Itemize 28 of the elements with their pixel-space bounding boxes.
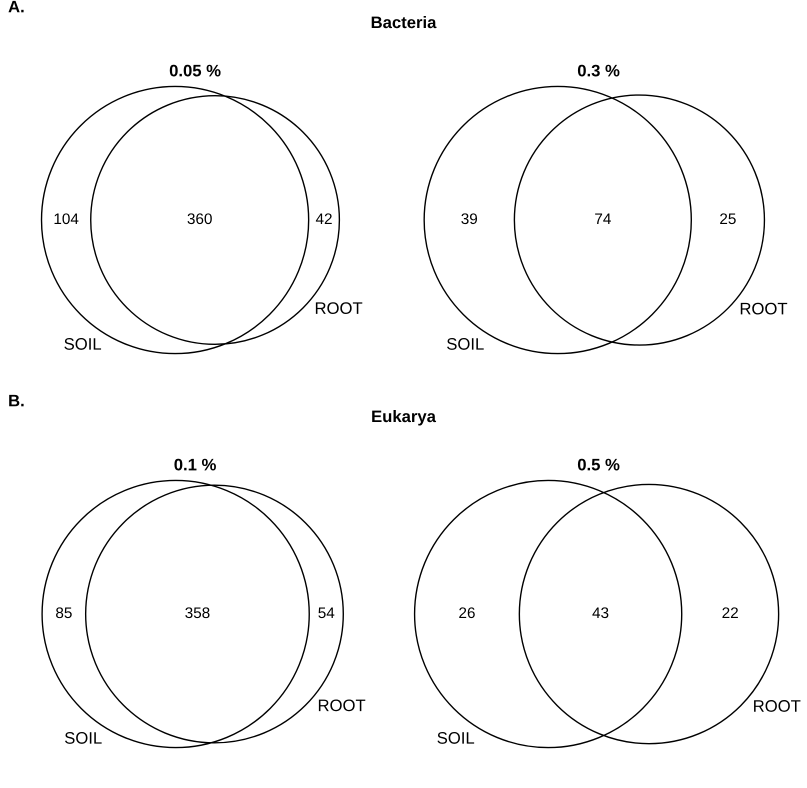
category-label: ROOT	[754, 700, 800, 712]
data-label: 43	[592, 607, 608, 618]
category-label: ROOT	[316, 302, 362, 314]
category-label: SOIL	[437, 732, 474, 744]
data-label: 26	[459, 607, 475, 618]
data-label: 74	[595, 213, 611, 224]
category-label: SOIL	[447, 338, 484, 350]
data-label: 54	[318, 607, 334, 618]
text: Eukarya	[372, 410, 436, 426]
data-label: 25	[720, 213, 736, 224]
text: 0.3 %	[578, 64, 620, 77]
text: 0.05 %	[170, 64, 221, 76]
data-label: 358	[185, 607, 210, 618]
text: B.	[9, 394, 24, 406]
category-label: SOIL	[64, 732, 102, 744]
category-label: ROOT	[318, 699, 366, 712]
text: A.	[8, 0, 24, 12]
text: Bacteria	[372, 16, 436, 28]
data-label: 39	[461, 213, 478, 224]
data-label: 42	[316, 213, 332, 224]
data-label: 22	[722, 607, 738, 618]
category-label: SOIL	[64, 338, 102, 350]
category-label: ROOT	[740, 302, 788, 315]
text: 0.5 %	[578, 458, 620, 470]
data-label: 104	[54, 213, 78, 224]
text: 0.1 %	[174, 458, 216, 470]
data-label: 85	[56, 607, 72, 618]
data-label: 360	[188, 213, 212, 224]
